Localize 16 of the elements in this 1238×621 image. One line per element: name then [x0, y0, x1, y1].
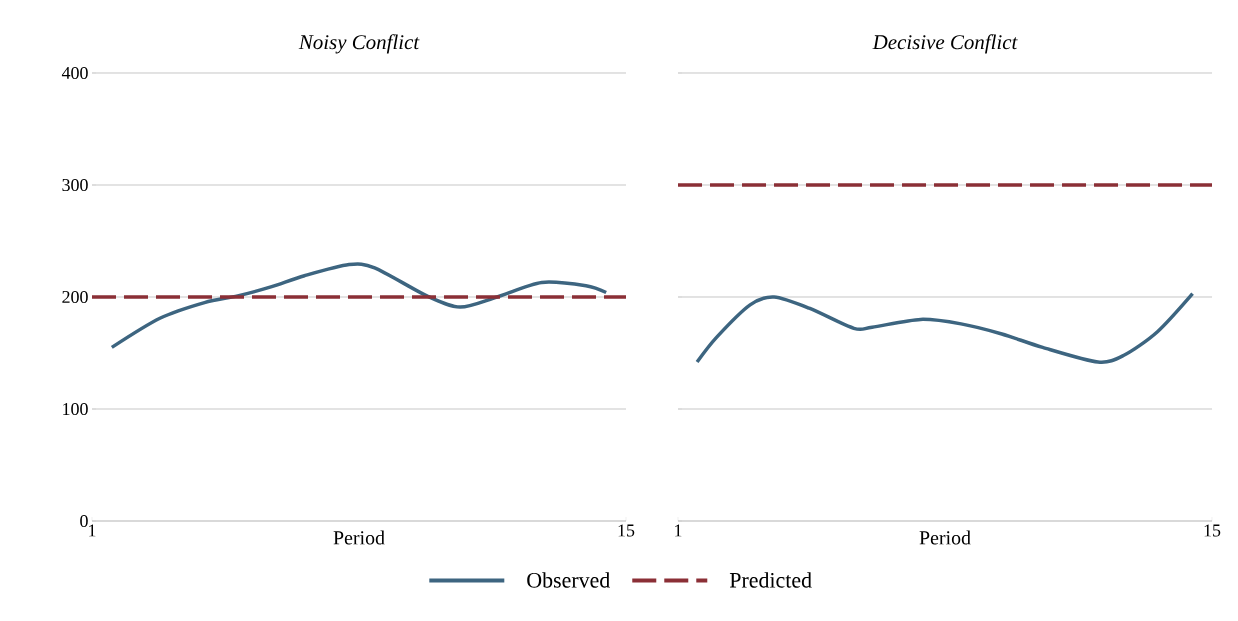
y-tick-label: 200 [62, 290, 88, 304]
x-tick-label: 15 [618, 524, 635, 537]
y-tick-label: 400 [61, 66, 88, 80]
x-tick-label: 15 [1204, 524, 1221, 537]
y-tick-label: 300 [62, 178, 88, 192]
y-tick-label: 0 [80, 514, 88, 528]
x-tick-label: 1 [89, 524, 96, 537]
chart-title: Noisy Conflict [298, 34, 420, 54]
y-tick-label: 100 [63, 402, 88, 416]
x-axis-title: Period [919, 530, 971, 545]
legend-label: Predicted [729, 572, 812, 588]
x-axis-title: Period [333, 530, 385, 545]
x-tick-label: 1 [675, 524, 682, 537]
chart-title: Decisive Conflict [872, 34, 1018, 54]
legend-label: Observed [527, 572, 611, 588]
line-series [110, 262, 608, 350]
